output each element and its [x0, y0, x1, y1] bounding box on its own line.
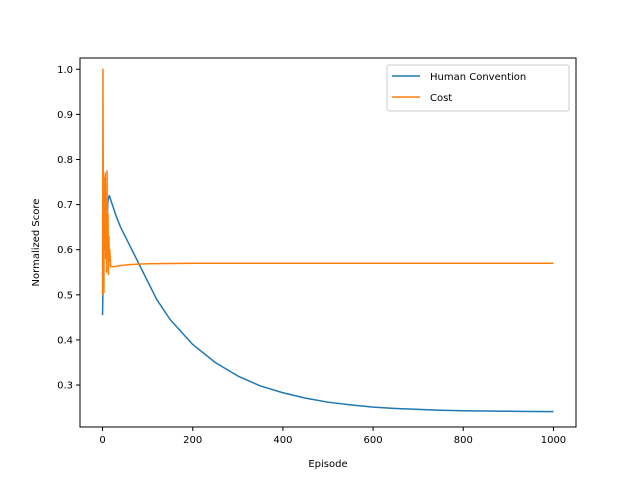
x-tick-label: 0 — [99, 435, 105, 446]
legend-label-human-convention: Human Convention — [430, 72, 526, 83]
y-axis-label: Normalized Score — [31, 199, 42, 287]
y-tick-label: 0.4 — [57, 335, 73, 346]
legend-label-cost: Cost — [430, 93, 452, 104]
y-axis: 0.3 0.4 0.5 0.6 0.7 0.8 0.9 1.0 — [57, 65, 80, 392]
legend: Human Convention Cost — [386, 64, 570, 112]
y-tick-label: 0.8 — [57, 155, 73, 166]
y-tick-label: 0.9 — [57, 110, 73, 121]
y-tick-label: 1.0 — [57, 65, 73, 76]
series-layer — [101, 68, 554, 413]
y-tick-label: 0.5 — [57, 290, 73, 301]
legend-box — [386, 64, 570, 112]
x-axis: 0 200 400 600 800 1000 — [99, 427, 566, 446]
x-tick-label: 1000 — [541, 435, 566, 446]
x-tick-label: 800 — [454, 435, 473, 446]
x-axis-label: Episode — [308, 459, 347, 470]
x-tick-label: 600 — [364, 435, 383, 446]
series-line-cost — [101, 68, 554, 295]
x-tick-label: 400 — [273, 435, 292, 446]
plot-frame — [79, 57, 577, 428]
y-tick-label: 0.7 — [57, 200, 73, 211]
y-tick-label: 0.3 — [57, 381, 73, 392]
x-tick-label: 200 — [183, 435, 202, 446]
y-tick-label: 0.6 — [57, 245, 73, 256]
